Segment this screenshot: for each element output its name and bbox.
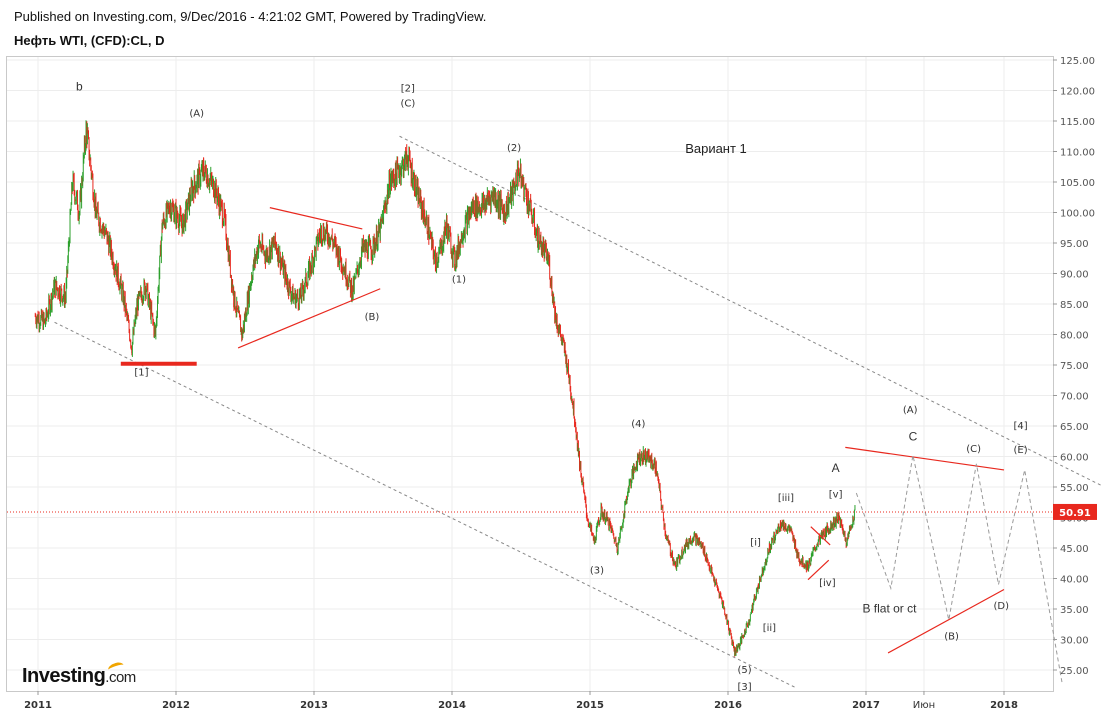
triangle-lower-line [237,288,381,349]
wave-label: b [76,80,83,94]
x-tick-label: Июн [913,700,935,711]
wave-label: (B) [944,632,959,643]
wave-label: (5) [737,665,751,676]
projected-upper-line [845,446,1005,471]
wave-label: [3] [737,682,751,693]
logo-name: Investing [22,665,106,687]
wave-label: (4) [631,419,645,430]
candles [34,120,856,657]
wave-label: A [832,461,840,475]
y-tick-label: 25.00 [1060,666,1089,677]
wave-label: [i] [750,538,761,549]
x-tick-label: 2012 [162,700,190,711]
wave-label: (C) [966,444,981,455]
wave-label: [2] [401,84,415,95]
y-tick-label: 125.00 [1060,56,1095,67]
upper-channel-line [399,135,1103,487]
y-tick-label: 40.00 [1060,575,1089,586]
wave-label: (1) [452,275,466,286]
logo-suffix: .com [105,669,136,686]
x-tick-label: 2014 [438,700,466,711]
wave-label: [v] [829,489,843,500]
wave-label: [4] [1013,421,1027,432]
y-tick-label: 110.00 [1060,148,1095,159]
wave-label: C [909,430,918,444]
y-tick-label: 60.00 [1060,453,1089,464]
projected-lower-line [887,588,1005,654]
wave-label: (A) [903,405,918,416]
wave-label: (C) [400,98,415,109]
wave-label: [iv] [819,578,836,589]
x-tick-label: 2013 [300,700,328,711]
wave-label: [iii] [778,493,794,504]
x-tick-label: 2017 [852,700,880,711]
y-tick-label: 80.00 [1060,331,1089,342]
x-tick-label: 2011 [24,700,52,711]
y-tick-label: 55.00 [1060,483,1089,494]
y-tick-label: 45.00 [1060,544,1089,555]
wave-label: (2) [507,143,521,154]
investing-logo: Investing.com [22,660,136,688]
y-tick-label: 85.00 [1060,300,1089,311]
wave-label: (E) [1013,445,1027,456]
last-price-tag [1053,503,1097,520]
y-tick-label: 30.00 [1060,636,1089,647]
instrument-title: Нефть WTI, (CFD):CL, D [14,33,165,48]
x-tick-label: 2016 [714,700,742,711]
y-tick-label: 95.00 [1060,239,1089,250]
wave-label: (A) [189,109,204,120]
y-tick-label: 75.00 [1060,361,1089,372]
x-tick-label: 2015 [576,700,604,711]
wave-label: Вариант 1 [685,141,747,156]
plot-area[interactable] [6,56,1054,692]
y-tick-label: 70.00 [1060,392,1089,403]
wave-label: (B) [365,312,380,323]
wave-label: B flat or ct [862,602,917,616]
published-line: Published on Investing.com, 9/Dec/2016 -… [14,9,487,24]
x-tick-label: 2018 [990,700,1018,711]
y-tick-label: 115.00 [1060,117,1095,128]
wave-label: [1] [134,367,148,378]
gridlines [7,57,1053,691]
last-price-label: 50.91 [1059,508,1091,519]
y-tick-label: 65.00 [1060,422,1089,433]
projection-path [855,455,1063,683]
triangle-upper-line [269,207,363,230]
wave-label: (3) [590,566,604,577]
y-tick-label: 100.00 [1060,209,1095,220]
y-tick-label: 120.00 [1060,87,1095,98]
wave-label: (D) [993,601,1009,612]
y-tick-label: 90.00 [1060,270,1089,281]
wave-label: [ii] [763,623,776,634]
y-tick-label: 35.00 [1060,605,1089,616]
small-wedge-bottom-line [807,559,830,581]
lower-channel-line [54,321,798,689]
y-tick-label: 105.00 [1060,178,1095,189]
small-wedge-top-line [810,526,831,546]
